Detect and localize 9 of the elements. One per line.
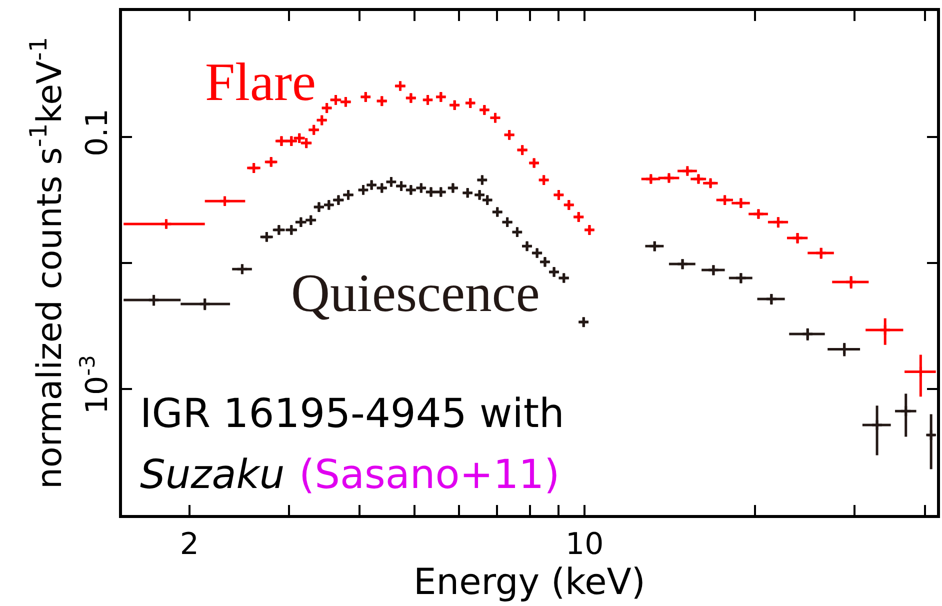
x-tick-label: 10 [566,527,604,562]
x-tick-label: 2 [180,527,199,562]
annotation: Suzaku [140,452,285,498]
y-tick-label: 0.1 [80,108,115,156]
legend-label: Flare [205,52,316,112]
annotation: IGR 16195-4945 with [140,391,564,437]
x-axis-title: Energy (keV) [414,562,646,603]
legend-label: Quiescence [291,263,540,323]
annotation: (Sasano+11) [299,452,560,498]
